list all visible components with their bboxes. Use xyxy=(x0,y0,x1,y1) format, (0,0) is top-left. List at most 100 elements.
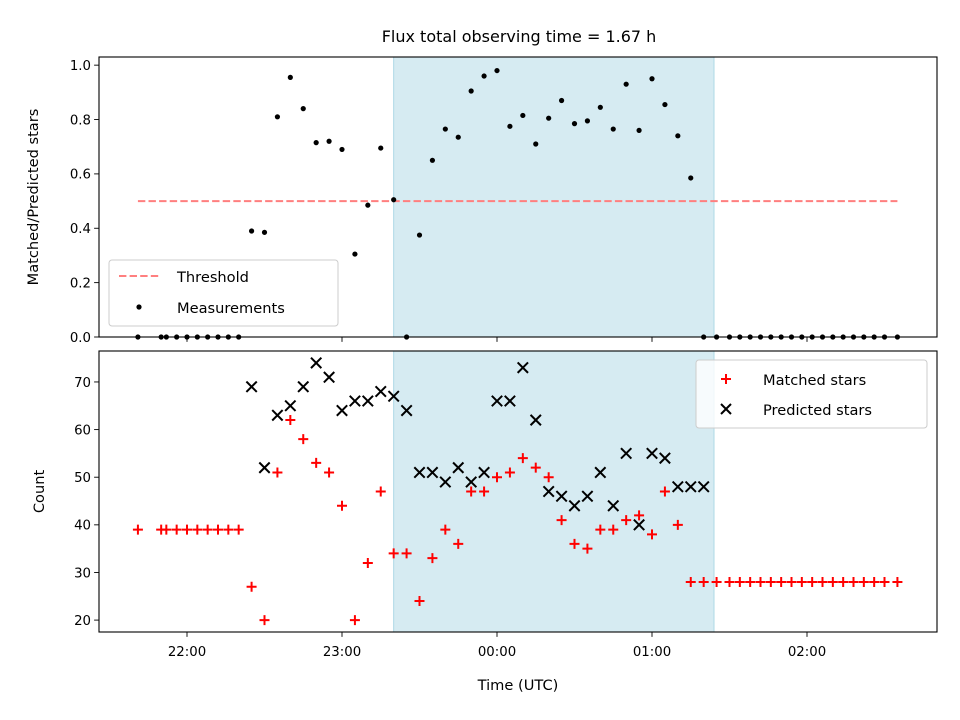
matched-star-point xyxy=(672,519,683,530)
top-ytick-label: 0.6 xyxy=(70,168,91,183)
top-ytick-label: 0.0 xyxy=(70,331,91,346)
legend-predicted-swatch xyxy=(720,403,732,415)
matched-star-point xyxy=(608,524,619,535)
predicted-star-point xyxy=(452,461,465,474)
matched-star-point xyxy=(298,434,309,445)
legend-matched-label: Matched stars xyxy=(763,372,866,389)
predicted-star-point xyxy=(297,380,310,393)
matched-star-point xyxy=(375,486,386,497)
predicted-star-point xyxy=(529,414,542,426)
matched-star-point xyxy=(337,500,347,511)
matched-star-point xyxy=(698,576,709,587)
measurement-point xyxy=(520,112,526,119)
matched-star-point xyxy=(659,486,670,497)
matched-star-point xyxy=(786,576,797,587)
matched-star-point xyxy=(517,453,528,464)
matched-star-point xyxy=(479,486,490,497)
predicted-star-point xyxy=(555,490,568,503)
measurement-point xyxy=(636,127,642,133)
bottom-xtick-label: 01:00 xyxy=(633,645,671,660)
matched-star-point xyxy=(685,576,696,587)
measurement-point xyxy=(649,76,655,82)
predicted-star-point xyxy=(646,447,658,460)
predicted-star-point xyxy=(349,395,361,407)
bottom-ytick-label: 70 xyxy=(74,376,91,391)
bottom-ytick-label: 50 xyxy=(74,471,91,486)
predicted-star-point xyxy=(413,466,426,479)
predicted-star-point xyxy=(697,480,710,493)
matched-star-point xyxy=(388,548,399,559)
ratio-plot: 0.0 0.2 0.4 0.6 0.8 1.0 Matched/Predicted star… xyxy=(25,56,938,346)
measurement-point xyxy=(507,123,513,129)
matched-star-point xyxy=(827,576,838,587)
predicted-star-point xyxy=(478,466,490,479)
top-shaded-region xyxy=(393,56,715,338)
measurement-point xyxy=(429,157,436,163)
top-ylabel: Matched/Predicted stars xyxy=(25,109,42,286)
top-ytick-label: 0.4 xyxy=(70,222,91,237)
matched-star-point xyxy=(213,524,223,535)
matched-star-point xyxy=(765,576,776,587)
legend-predicted-label: Predicted stars xyxy=(763,402,872,419)
matched-star-point xyxy=(362,557,373,568)
top-ytick-label: 0.8 xyxy=(70,113,91,128)
measurement-point xyxy=(416,232,423,238)
top-legend: Threshold Measurements xyxy=(108,259,339,327)
bottom-ytick-label: 40 xyxy=(74,519,91,534)
predicted-star-point xyxy=(284,399,297,412)
predicted-star-point xyxy=(271,409,284,422)
matched-star-point xyxy=(202,524,213,535)
predicted-star-point xyxy=(581,490,594,503)
matched-star-point xyxy=(453,538,464,549)
legend-measurement-label: Measurements xyxy=(177,300,285,317)
matched-star-point xyxy=(776,576,787,587)
predicted-star-point xyxy=(310,356,323,369)
predicted-star-point xyxy=(426,466,439,479)
measurement-point xyxy=(287,74,293,80)
matched-star-point xyxy=(233,524,244,535)
matched-star-point xyxy=(161,524,172,535)
predicted-star-point xyxy=(504,395,516,407)
predicted-star-point xyxy=(336,404,348,417)
measurement-point xyxy=(274,114,281,120)
matched-star-point xyxy=(595,524,606,535)
measurement-point xyxy=(675,133,681,139)
measurement-point xyxy=(378,145,384,151)
top-ytick-label: 1.0 xyxy=(70,59,91,74)
predicted-star-point xyxy=(258,461,271,474)
matched-star-point xyxy=(272,467,283,478)
top-axes-frame xyxy=(98,56,938,338)
matched-star-point xyxy=(892,576,903,587)
matched-star-point xyxy=(817,576,828,587)
bottom-ylabel: Count xyxy=(31,470,48,514)
matched-star-point xyxy=(734,576,745,587)
matched-star-point xyxy=(647,529,657,540)
matched-star-point xyxy=(755,576,766,587)
matched-star-point xyxy=(869,576,880,587)
count-plot: 20 30 40 50 60 70 Count 22:00 23:00 00:00 01:00 02:… xyxy=(31,350,938,694)
predicted-star-point xyxy=(633,518,645,531)
matched-star-point xyxy=(724,576,735,587)
matched-star-point xyxy=(492,472,502,483)
matched-star-point xyxy=(324,467,335,478)
bottom-xtick-label: 02:00 xyxy=(788,645,826,660)
bottom-ytick-label: 60 xyxy=(74,423,91,438)
top-ytick-label: 0.2 xyxy=(70,276,91,291)
bottom-axes-frame xyxy=(98,350,938,633)
legend-threshold-label: Threshold xyxy=(176,269,249,286)
matched-star-point xyxy=(349,615,360,626)
matched-star-point xyxy=(192,524,203,535)
measurement-point xyxy=(584,118,591,124)
matched-star-point xyxy=(311,457,322,468)
bottom-legend-box xyxy=(695,359,928,429)
matched-star-point xyxy=(504,467,515,478)
bottom-xtick-label: 23:00 xyxy=(323,645,361,660)
matched-star-point xyxy=(246,581,257,592)
matched-star-point xyxy=(285,415,296,426)
predicted-star-point xyxy=(374,385,387,398)
measurement-point xyxy=(688,175,694,181)
matched-star-point xyxy=(259,615,270,626)
measurement-point xyxy=(352,251,358,257)
measurement-point xyxy=(468,88,474,94)
predicted-star-point xyxy=(568,499,581,512)
